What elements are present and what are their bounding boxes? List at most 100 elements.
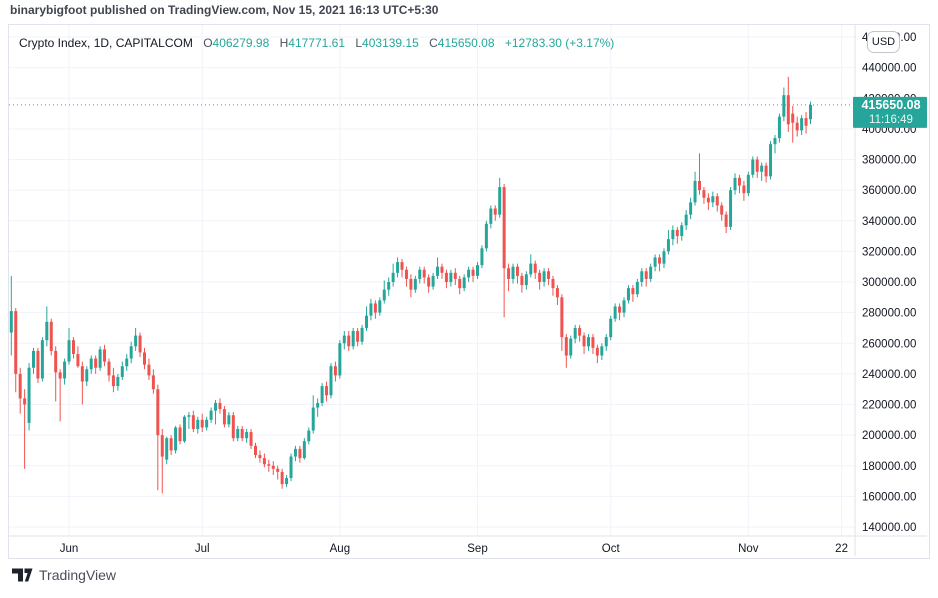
candle [564,337,568,356]
candle [369,303,373,316]
price-tick-label: 380000.00 [862,155,916,167]
candle [116,376,120,387]
candle [444,272,448,282]
candle [240,429,244,439]
candle [715,196,719,206]
candle [182,416,186,442]
price-tick-label: 440000.00 [862,63,916,75]
candle [751,159,755,175]
candle [9,311,13,333]
candle [440,266,444,273]
candle [555,288,559,298]
candle [800,118,804,131]
candle [302,441,306,459]
candle [178,427,182,442]
candle [329,366,333,396]
candle [515,266,519,276]
time-tick-label: Jul [195,543,210,555]
candle [600,346,604,356]
candle [147,364,151,376]
candle [280,471,284,485]
candle [191,415,195,429]
candle [151,375,155,390]
candle [187,415,191,417]
candle [462,277,466,289]
candle [769,144,773,177]
candle [205,419,209,428]
time-tick-label: 22 [835,543,848,555]
candle [262,458,266,465]
candle [631,288,635,295]
candle [529,263,533,275]
candle [658,257,662,264]
candle [560,297,564,338]
candle [125,358,129,367]
candle [524,274,528,286]
price-tick-label: 320000.00 [862,246,916,258]
candle [271,465,275,469]
candle [249,432,253,446]
candle [285,478,289,485]
candle [365,315,368,328]
candle [547,271,551,279]
candle [89,358,93,370]
candle [218,402,222,410]
candle [773,138,777,145]
candle [23,398,27,405]
candle [551,278,555,289]
tradingview-logo[interactable]: TradingView [12,567,116,583]
candle [604,337,608,347]
candle [391,272,395,282]
candle [103,349,107,362]
candle [786,95,790,125]
candle [200,419,204,428]
candle [653,257,657,267]
candle [347,335,351,347]
price-tick-label: 160000.00 [862,491,916,503]
candle [427,277,431,287]
candle [71,340,75,354]
candle [85,369,89,382]
currency-toggle-button[interactable]: USD [867,31,900,53]
candle [293,448,297,457]
time-tick-label: Sep [467,543,487,555]
candle [804,118,808,126]
candle [396,262,400,273]
candle [755,159,759,172]
candle [98,349,102,368]
candlestick-chart[interactable]: 460000.00440000.00420000.00400000.003800… [9,25,927,556]
candle [684,214,688,226]
candle [267,464,271,466]
candle [80,366,84,382]
candle [746,174,750,194]
time-tick-label: Aug [330,543,350,555]
candle [595,347,599,356]
chart-legend: Crypto Index, 1D, CAPITALCOM O406279.98 … [19,36,614,50]
low-value: 403139.15 [362,36,419,50]
candle [449,272,453,282]
candle [511,266,515,279]
candle [666,239,670,252]
candle [622,300,626,313]
price-tick-label: 200000.00 [862,430,916,442]
candle [649,266,653,279]
candle [27,367,31,423]
candle [458,278,462,289]
candle [169,438,173,451]
candle [640,271,644,282]
candle [143,352,146,365]
candle [165,438,169,460]
price-tick-label: 240000.00 [862,369,916,381]
price-tick-label: 360000.00 [862,185,916,197]
candle [338,343,342,376]
candle [40,340,44,379]
candle [476,265,479,276]
candle [480,248,484,266]
candle [320,386,324,403]
candle [782,95,786,117]
time-tick-label: Nov [738,543,759,555]
time-axis[interactable]: Jun Jul Aug Sep Oct Nov 22 [60,543,848,555]
candle [236,429,240,439]
price-tick-label: 280000.00 [862,308,916,320]
candle [378,300,382,313]
